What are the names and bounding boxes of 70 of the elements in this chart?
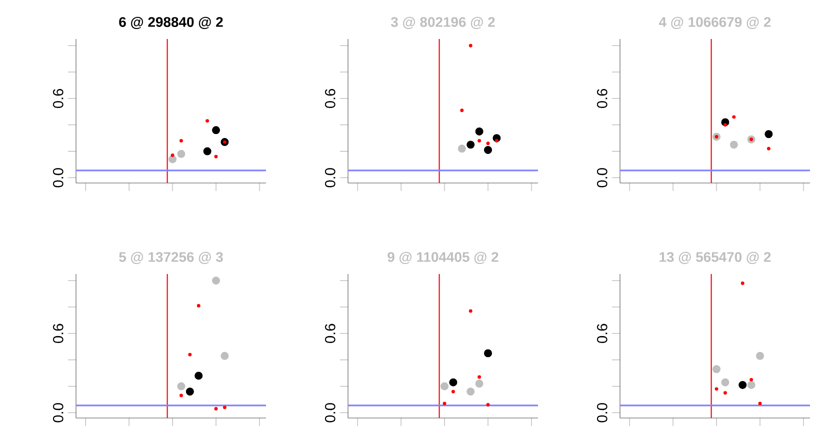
point — [214, 406, 218, 410]
point — [220, 352, 229, 360]
point — [468, 44, 472, 48]
y-tick-label: 0.6 — [596, 324, 608, 343]
point — [738, 380, 747, 389]
point — [186, 388, 194, 396]
point — [458, 144, 466, 153]
point — [214, 154, 218, 158]
point — [212, 126, 220, 134]
point — [475, 127, 484, 136]
y-tick-label: 0.6 — [324, 88, 336, 108]
point — [179, 138, 183, 142]
point — [475, 380, 484, 388]
point — [766, 146, 770, 150]
point — [170, 153, 174, 157]
y-tick-label: 0.6 — [52, 324, 64, 343]
point — [484, 349, 492, 358]
y-tick-label: 0.0 — [52, 403, 64, 422]
point — [196, 304, 200, 308]
point — [750, 378, 754, 382]
point — [440, 382, 449, 390]
chart-title: 5 @ 137256 @ 3 — [119, 252, 223, 264]
point — [747, 380, 756, 389]
point — [730, 140, 738, 149]
point — [222, 406, 226, 410]
point — [486, 142, 490, 146]
chart-title: 13 @ 565470 @ 2 — [660, 252, 771, 264]
y-tick-label: 0.0 — [324, 168, 336, 188]
point — [188, 352, 192, 356]
point — [756, 352, 764, 360]
y-tick-label: 0.0 — [324, 403, 336, 422]
point — [732, 115, 736, 119]
y-tick-label: 0.6 — [52, 88, 64, 108]
point — [740, 281, 744, 285]
point — [168, 155, 177, 164]
point — [194, 372, 203, 380]
point — [177, 382, 186, 390]
y-tick-label: 0.6 — [324, 324, 336, 343]
point — [203, 147, 212, 156]
point — [460, 108, 464, 112]
point — [451, 390, 455, 394]
point — [712, 365, 721, 374]
chart-title: 6 @ 298840 @ 2 — [119, 16, 223, 29]
point — [466, 140, 475, 149]
point — [484, 146, 492, 154]
y-tick-label: 0.0 — [596, 168, 608, 188]
point — [442, 402, 446, 406]
point — [494, 138, 498, 142]
point — [468, 309, 472, 313]
chart-title: 3 @ 802196 @ 2 — [390, 16, 495, 29]
point — [466, 388, 475, 396]
point — [179, 394, 183, 398]
point — [758, 402, 762, 406]
chart-title: 9 @ 1104405 @ 2 — [388, 252, 498, 264]
point — [723, 123, 727, 127]
y-tick-label: 0.0 — [596, 403, 608, 422]
point — [478, 375, 482, 379]
point — [212, 276, 220, 285]
point — [177, 150, 186, 158]
point — [721, 378, 730, 386]
chart-title: 4 @ 1066679 @ 2 — [658, 16, 771, 29]
point — [714, 387, 718, 391]
point — [478, 138, 482, 142]
point — [449, 378, 458, 386]
y-tick-label: 0.0 — [52, 168, 64, 188]
point — [723, 391, 727, 395]
y-tick-label: 0.6 — [596, 88, 608, 108]
point — [206, 119, 210, 123]
point — [486, 403, 490, 406]
point — [764, 130, 773, 138]
